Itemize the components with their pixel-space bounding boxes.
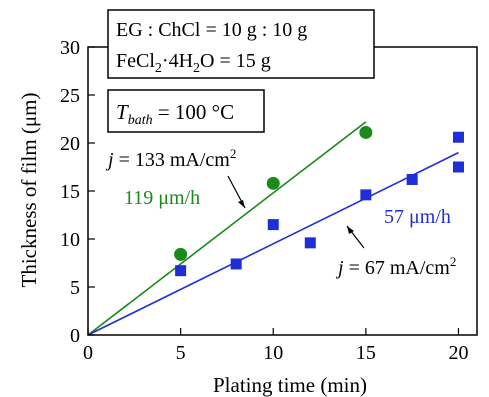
composition-line-2: FeCl2·4H2O = 15 g	[116, 50, 271, 76]
y-axis-label: Thickness of film (μm)	[17, 93, 41, 288]
x-axis-ticks: 0 5 10 15 20	[83, 328, 468, 364]
bath-temperature-label: Tbath = 100 °C	[116, 100, 234, 128]
data-points	[174, 125, 464, 277]
y-tick-label: 20	[60, 133, 80, 155]
fit-line-series-0	[87, 121, 367, 336]
fit-lines	[87, 121, 459, 336]
data-point-square	[230, 258, 242, 270]
composition-line-1: EG : ChCl = 10 g : 10 g	[116, 19, 307, 41]
y-tick-label: 30	[60, 37, 80, 59]
fit-line-series-1	[87, 151, 459, 336]
blue-pointer-arrowhead	[347, 226, 354, 234]
bath-temperature-box: Tbath = 100 °C	[107, 89, 265, 133]
y-tick-label: 0	[70, 325, 80, 347]
green-rate-label: 119 μm/h	[124, 187, 200, 209]
x-tick-label: 5	[176, 342, 186, 364]
data-point-square	[304, 237, 316, 249]
data-point-square	[406, 173, 418, 185]
composition-box: EG : ChCl = 10 g : 10 g FeCl2·4H2O = 15 …	[107, 9, 375, 79]
data-point-square	[452, 131, 464, 143]
data-point-circle	[266, 176, 280, 190]
x-tick-label: 15	[356, 342, 376, 364]
y-tick-label: 15	[60, 181, 80, 203]
x-tick-label: 20	[448, 342, 468, 364]
x-tick-label: 0	[83, 342, 93, 364]
green-current-density-label: j = 133 mA/cm2	[105, 146, 236, 171]
data-point-square	[452, 161, 464, 173]
data-point-square	[360, 189, 372, 201]
data-point-circle	[174, 247, 188, 261]
x-tick-label: 10	[263, 342, 283, 364]
blue-rate-label: 57 μm/h	[384, 206, 451, 228]
y-tick-label: 25	[60, 85, 80, 107]
data-point-circle	[359, 125, 373, 139]
data-point-square	[267, 219, 279, 231]
green-pointer-arrowhead	[238, 200, 245, 208]
y-axis-ticks: 0 5 10 15 20 25 30	[60, 37, 95, 347]
y-tick-label: 10	[60, 229, 80, 251]
data-point-square	[175, 265, 187, 277]
blue-current-density-label: j = 67 mA/cm2	[335, 254, 456, 279]
y-tick-label: 5	[70, 277, 80, 299]
x-axis-label: Plating time (min)	[213, 373, 367, 397]
